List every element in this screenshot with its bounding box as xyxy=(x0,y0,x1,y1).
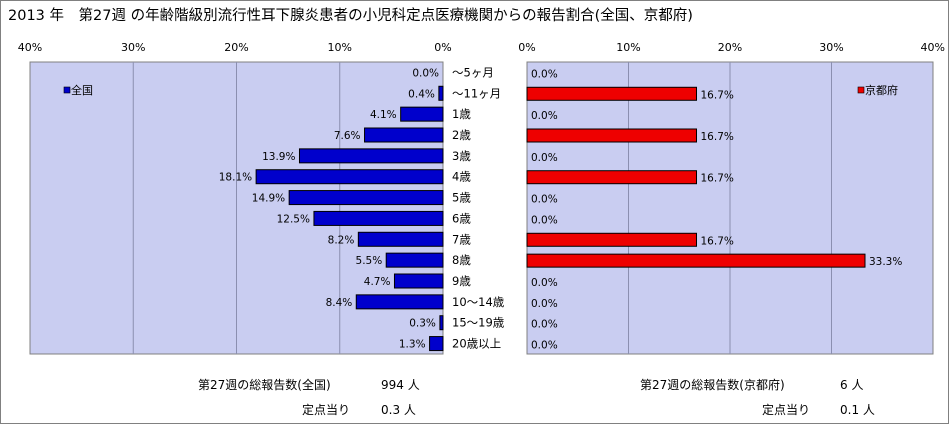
kyoto-total-value: 6 人 xyxy=(840,378,863,392)
kyoto-tick-label: 10% xyxy=(616,41,640,54)
kyoto-gridlines xyxy=(628,62,832,354)
kyoto-data-label: 33.3% xyxy=(869,256,902,268)
national-data-label: 0.4% xyxy=(408,88,435,100)
national-bar xyxy=(364,127,444,143)
kyoto-tick-labels: 0% 10% 20% 30% 40% xyxy=(518,41,945,54)
kyoto-tick-label: 20% xyxy=(718,41,742,54)
category-label: 6歳 xyxy=(452,211,471,225)
national-bar xyxy=(313,210,444,226)
kyoto-per-label: 定点当り xyxy=(762,402,810,417)
national-bars xyxy=(255,85,444,352)
national-data-label: 0.0% xyxy=(412,67,439,79)
national-per-label: 定点当り xyxy=(302,402,350,417)
kyoto-per-value: 0.1 人 xyxy=(840,403,875,417)
category-label: ～5ヶ月 xyxy=(452,65,494,79)
kyoto-legend-swatch xyxy=(857,86,865,94)
national-bar xyxy=(385,252,444,268)
national-data-label: 8.4% xyxy=(326,297,353,309)
national-data-label: 7.6% xyxy=(334,130,361,142)
kyoto-bar xyxy=(526,232,698,247)
category-label: ～11ヶ月 xyxy=(452,86,501,100)
category-label: 7歳 xyxy=(452,232,471,246)
kyoto-total-label: 第27週の総報告数(京都府) xyxy=(640,377,785,392)
category-label: 2歳 xyxy=(452,128,471,142)
category-label: 3歳 xyxy=(452,149,471,163)
chart-title: 2013 年 第27週 の年齢階級別流行性耳下腺炎患者の小児科定点医療機関からの… xyxy=(8,6,693,24)
national-bar xyxy=(357,231,444,247)
category-label: 15～19歳 xyxy=(452,316,505,330)
category-label: 8歳 xyxy=(452,253,471,267)
national-bar xyxy=(400,106,444,122)
kyoto-data-label: 16.7% xyxy=(701,131,734,143)
national-data-label: 4.1% xyxy=(370,109,397,121)
national-data-labels: 0.0% 0.4% 4.1% 7.6% 13.9% 18.1%14.9% 12.5% 8.2%… xyxy=(219,67,439,350)
category-labels: ～5ヶ月 ～11ヶ月 1歳 2歳 3歳 4歳 5歳 6歳 7歳 8歳 9歳 10～14歳 15～19歳 2… xyxy=(452,65,505,350)
national-data-label: 13.9% xyxy=(262,151,295,163)
national-legend: 全国 xyxy=(63,83,93,97)
national-tick-label: 20% xyxy=(224,41,248,54)
national-bar xyxy=(439,315,444,331)
kyoto-summary: 第27週の総報告数(京都府) 6 人 定点当り 0.1 人 xyxy=(640,377,875,417)
kyoto-bars xyxy=(526,86,866,268)
national-bar xyxy=(288,190,444,206)
kyoto-data-label: 16.7% xyxy=(701,235,734,247)
kyoto-bar xyxy=(526,170,698,185)
national-data-label: 4.7% xyxy=(364,276,391,288)
national-data-label: 0.3% xyxy=(409,318,436,330)
national-legend-swatch xyxy=(63,86,71,94)
national-data-label: 12.5% xyxy=(277,213,310,225)
kyoto-bar xyxy=(526,86,698,101)
national-total-value: 994 人 xyxy=(381,378,420,392)
category-label: 4歳 xyxy=(452,170,471,184)
kyoto-data-label: 0.0% xyxy=(531,319,558,331)
national-tick-label: 30% xyxy=(121,41,145,54)
national-data-label: 8.2% xyxy=(328,234,355,246)
national-tick-label: 0% xyxy=(434,41,451,54)
kyoto-data-label: 0.0% xyxy=(531,68,558,80)
kyoto-data-label: 0.0% xyxy=(531,277,558,289)
national-data-label: 1.3% xyxy=(399,339,426,351)
category-label: 9歳 xyxy=(452,274,471,288)
kyoto-tick-label: 30% xyxy=(819,41,843,54)
kyoto-data-label: 16.7% xyxy=(701,89,734,101)
national-tick-label: 40% xyxy=(18,41,42,54)
national-data-label: 18.1% xyxy=(219,172,252,184)
national-bar xyxy=(298,148,444,164)
category-label: 5歳 xyxy=(452,191,471,205)
national-bar xyxy=(393,273,444,289)
kyoto-tick-label: 0% xyxy=(518,41,535,54)
kyoto-data-label: 0.0% xyxy=(531,298,558,310)
national-total-label: 第27週の総報告数(全国) xyxy=(198,377,331,392)
kyoto-legend-label: 京都府 xyxy=(865,83,898,97)
kyoto-data-label: 0.0% xyxy=(531,214,558,226)
national-data-label: 5.5% xyxy=(356,255,383,267)
national-bar xyxy=(255,169,444,185)
national-bar xyxy=(438,85,444,101)
category-label: 20歳以上 xyxy=(452,337,501,351)
kyoto-data-label: 0.0% xyxy=(531,340,558,352)
kyoto-bar xyxy=(526,253,866,268)
national-bar xyxy=(429,336,444,352)
kyoto-data-label: 0.0% xyxy=(531,194,558,206)
kyoto-bar xyxy=(526,128,698,143)
national-summary: 第27週の総報告数(全国) 994 人 定点当り 0.3 人 xyxy=(198,377,420,417)
national-tick-labels: 0% 10% 20% 30% 40% xyxy=(18,41,452,54)
national-gridlines xyxy=(132,62,341,354)
national-per-value: 0.3 人 xyxy=(381,403,416,417)
national-bar xyxy=(355,294,444,310)
category-label: 1歳 xyxy=(452,107,471,121)
kyoto-data-labels: 0.0% 16.7% 0.0% 16.7% 0.0% 16.7% 0.0% 0.0% 16.7%… xyxy=(531,68,902,351)
kyoto-legend: 京都府 xyxy=(857,83,898,97)
kyoto-data-label: 0.0% xyxy=(531,152,558,164)
kyoto-data-label: 16.7% xyxy=(701,173,734,185)
category-label: 10～14歳 xyxy=(452,295,505,309)
national-legend-label: 全国 xyxy=(71,83,93,97)
kyoto-data-label: 0.0% xyxy=(531,110,558,122)
kyoto-tick-label: 40% xyxy=(921,41,945,54)
national-tick-label: 10% xyxy=(328,41,352,54)
national-data-label: 14.9% xyxy=(252,193,285,205)
